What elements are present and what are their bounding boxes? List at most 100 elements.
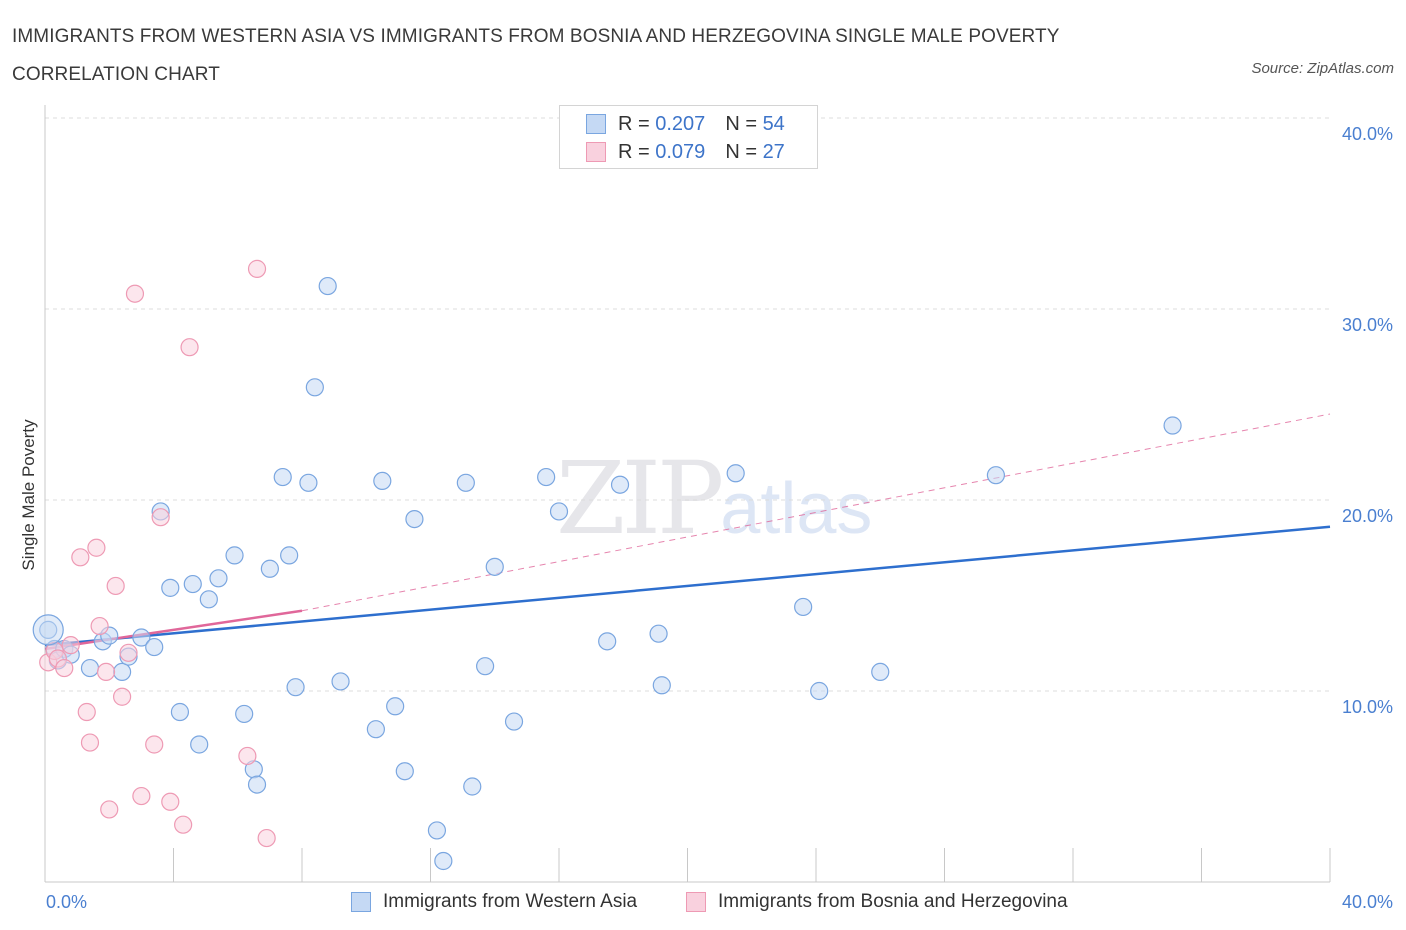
stats-legend-row-western-asia: R = 0.207 N = 54 <box>586 111 785 137</box>
point-western-asia <box>1163 416 1182 435</box>
watermark-zip: ZIP <box>556 440 724 557</box>
point-bosnia <box>247 259 267 278</box>
point-bosnia <box>145 735 164 754</box>
watermark: ZIPatlas <box>556 440 872 557</box>
data-points <box>32 259 1182 871</box>
legend-swatch-western-asia <box>351 892 371 912</box>
point-western-asia <box>199 590 218 609</box>
point-western-asia <box>537 467 556 487</box>
r-label: R = <box>618 140 656 163</box>
point-western-asia <box>485 557 504 576</box>
point-bosnia <box>119 643 138 662</box>
point-western-asia <box>405 509 424 529</box>
point-western-asia <box>273 467 292 487</box>
y-tick-label: 10.0% <box>1342 697 1393 717</box>
point-western-asia <box>810 681 829 701</box>
point-bosnia <box>132 786 151 806</box>
y-tick-label: 40.0% <box>1342 124 1393 144</box>
point-western-asia <box>183 574 202 594</box>
trend-line-bosnia-extrapolated <box>301 413 1331 612</box>
point-western-asia <box>726 464 745 483</box>
point-bosnia <box>151 508 170 527</box>
point-western-asia <box>610 475 630 494</box>
trend-line-bosnia <box>44 609 303 651</box>
point-western-asia <box>260 559 279 578</box>
point-western-asia <box>318 276 337 296</box>
point-western-asia <box>794 597 813 617</box>
axes <box>44 105 1331 883</box>
x-tick-label-max: 40.0% <box>1342 892 1393 912</box>
chart-source: Source: ZipAtlas.com <box>1251 60 1394 77</box>
point-bosnia <box>77 702 96 722</box>
point-bosnia <box>161 792 180 811</box>
point-western-asia <box>305 378 324 397</box>
r-value-bosnia: 0.079 <box>655 140 706 163</box>
r-value-western-asia: 0.207 <box>655 112 706 135</box>
point-bosnia <box>90 616 109 636</box>
point-western-asia <box>299 473 318 492</box>
y-tick-label: 30.0% <box>1342 315 1393 335</box>
point-western-asia <box>235 704 254 724</box>
chart-title: IMMIGRANTS FROM WESTERN ASIA VS IMMIGRAN… <box>12 26 1060 85</box>
n-label: N = <box>725 112 763 135</box>
point-bosnia <box>257 828 276 848</box>
point-western-asia <box>386 697 405 716</box>
point-bosnia <box>125 284 145 303</box>
point-western-asia <box>161 578 180 597</box>
point-western-asia <box>649 624 668 643</box>
point-western-asia <box>32 614 64 646</box>
r-label: R = <box>618 112 656 135</box>
point-bosnia <box>100 800 119 819</box>
point-western-asia <box>190 735 209 754</box>
legend-swatch-bosnia <box>586 142 606 162</box>
point-western-asia <box>112 662 132 682</box>
point-western-asia <box>504 712 524 731</box>
y-axis-label: Single Male Poverty <box>19 419 38 571</box>
stats-legend-row-bosnia: R = 0.079 N = 27 <box>586 139 785 165</box>
point-bosnia <box>87 538 106 557</box>
point-western-asia <box>209 569 228 588</box>
point-bosnia <box>106 576 125 596</box>
legend-label-western-asia: Immigrants from Western Asia <box>383 891 638 912</box>
point-western-asia <box>247 775 267 794</box>
n-label: N = <box>725 140 763 163</box>
point-western-asia <box>170 702 190 722</box>
trend-line-western-asia <box>44 525 1331 647</box>
point-bosnia <box>174 815 193 834</box>
point-bosnia <box>180 338 199 357</box>
point-bosnia <box>238 746 257 766</box>
point-western-asia <box>456 473 475 492</box>
y-tick-label: 20.0% <box>1342 506 1393 526</box>
legend-swatch-western-asia <box>586 114 606 134</box>
point-western-asia <box>80 658 100 678</box>
point-western-asia <box>427 821 447 840</box>
point-bosnia <box>61 636 80 655</box>
gridlines <box>45 117 1330 692</box>
point-bosnia <box>112 687 132 706</box>
point-western-asia <box>476 657 495 676</box>
legend-label-bosnia: Immigrants from Bosnia and Herzegovina <box>718 891 1068 912</box>
point-bosnia <box>80 733 100 752</box>
point-western-asia <box>132 628 151 647</box>
x-tick-label-min: 0.0% <box>46 892 87 912</box>
point-western-asia <box>225 546 244 565</box>
legend-item-western-asia[interactable]: Immigrants from Western Asia <box>351 888 637 916</box>
point-western-asia <box>598 632 617 651</box>
point-western-asia <box>395 762 414 781</box>
n-value-western-asia: 54 <box>762 112 785 135</box>
point-western-asia <box>145 637 164 657</box>
point-western-asia <box>434 851 453 871</box>
point-bosnia <box>71 548 90 567</box>
watermark-atlas: atlas <box>720 469 873 549</box>
point-western-asia <box>331 672 350 691</box>
point-western-asia <box>986 466 1006 485</box>
legend-swatch-bosnia <box>686 892 706 912</box>
point-bosnia <box>96 662 116 682</box>
point-western-asia <box>286 678 305 697</box>
point-western-asia <box>652 676 671 695</box>
stats-legend: R = 0.207 N = 54 R = 0.079 N = 27 <box>559 105 818 169</box>
n-value-bosnia: 27 <box>762 140 785 163</box>
axis-labels: 10.0% 20.0% 30.0% 40.0% 0.0% 40.0% Single Male… <box>19 124 1393 912</box>
legend-item-bosnia[interactable]: Immigrants from Bosnia and Herzegovina <box>686 888 1068 916</box>
